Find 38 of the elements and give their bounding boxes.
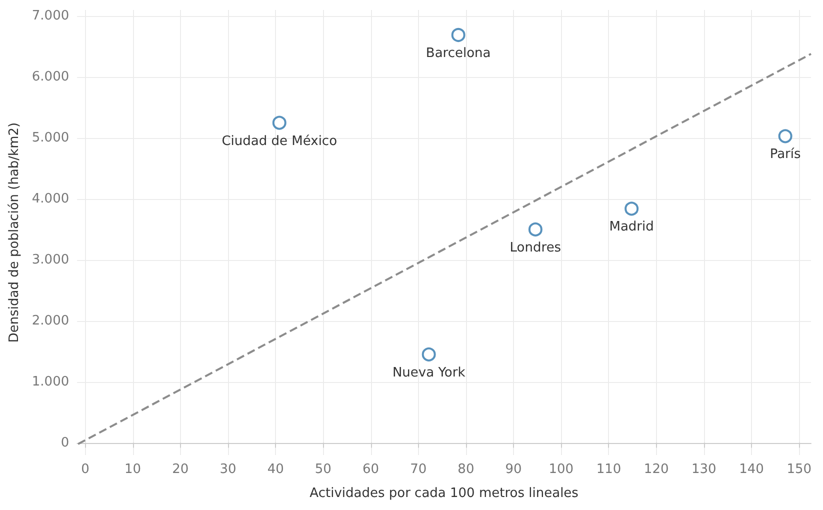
y-tick-label: 1.000 <box>32 374 70 390</box>
x-tick-label: 70 <box>410 462 427 477</box>
x-tick-label: 50 <box>314 462 332 477</box>
x-tick-label: 30 <box>220 462 236 477</box>
point <box>272 116 286 130</box>
x-tick-label: 140 <box>739 462 764 477</box>
x-tick-label: 150 <box>786 462 812 477</box>
annotation: Madrid <box>609 220 654 235</box>
y-tick-label: 6.000 <box>32 70 70 85</box>
y-tick-label: 2.000 <box>32 313 70 328</box>
y-tick-label: 5.000 <box>32 130 70 146</box>
x-tick-label: 10 <box>124 462 142 477</box>
point <box>451 28 466 42</box>
annotation: Londres <box>510 240 562 256</box>
annotation: Nueva York <box>392 365 466 380</box>
point <box>778 129 792 144</box>
annotation: París <box>770 147 801 162</box>
y-tick-label: 4.000 <box>32 191 70 206</box>
annotation: Ciudad de México <box>222 134 338 149</box>
x-tick-label: 100 <box>548 462 574 477</box>
point <box>528 222 542 236</box>
x-tick-label: 120 <box>644 462 669 477</box>
x-tick-label: 60 <box>362 462 380 477</box>
y-axis-title: Densidad de población (hab/km2) <box>7 122 22 343</box>
y-tick-label: 0 <box>60 435 70 450</box>
x-tick-label: 110 <box>596 462 622 477</box>
point <box>624 202 639 216</box>
y-tick-label: 7.000 <box>32 8 70 24</box>
x-tick-label: 0 <box>81 462 90 477</box>
x-tick-label: 80 <box>458 462 474 477</box>
point <box>422 347 436 362</box>
x-tick-label: 40 <box>267 462 284 477</box>
x-tick-label: 130 <box>692 462 716 477</box>
annotation: Barcelona <box>426 46 491 61</box>
y-tick-label: 3.000 <box>32 252 70 268</box>
x-tick-label: 90 <box>505 462 522 477</box>
x-axis-title: Actividades por cada 100 metros lineales <box>310 486 579 501</box>
x-tick-label: 20 <box>172 462 189 477</box>
